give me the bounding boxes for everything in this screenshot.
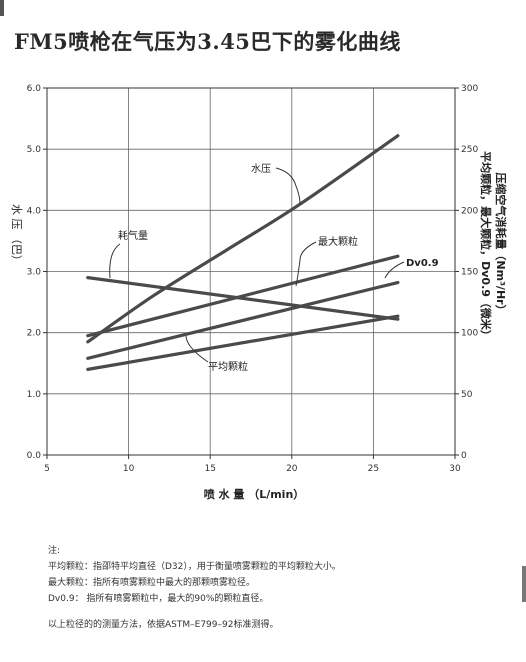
- annotation-label: 平均颗粒: [208, 360, 248, 373]
- y-right-tick-label: 0: [461, 451, 467, 461]
- note-line: 平均颗粒：指邵特平均直径（D32），用于衡量喷雾颗粒的平均颗粒大小。: [48, 562, 341, 572]
- series-line: [86, 280, 400, 360]
- note-line: 最大颗粒：指所有喷雾颗粒中最大的那颗喷雾粒径。: [48, 578, 256, 588]
- y-left-tick-label: 2.0: [27, 329, 42, 339]
- notes: 注: 平均颗粒：指邵特平均直径（D32），用于衡量喷雾颗粒的平均颗粒大小。 最大…: [48, 543, 341, 633]
- y-left-tick-label: 6.0: [27, 84, 42, 94]
- y-left-tick-label: 0.0: [27, 451, 42, 461]
- x-tick-label: 20: [286, 464, 298, 474]
- notes-heading: 注:: [48, 546, 61, 556]
- annotation-leader: [384, 261, 405, 279]
- y-left-tick-label: 3.0: [27, 268, 42, 278]
- series-line: [86, 314, 400, 371]
- x-tick-label: 15: [204, 464, 215, 474]
- notes-footer: 以上粒径的的测量方法，依据ASTM–E799–92标准测得。: [48, 620, 279, 630]
- grid: [47, 88, 455, 455]
- y-right-tick-label: 100: [461, 329, 478, 339]
- x-axis-label: 喷 水 量 （L/min）: [204, 487, 305, 501]
- y-right-tick-label: 50: [461, 390, 473, 400]
- y-left-tick-label: 4.0: [27, 206, 42, 216]
- scrollbar[interactable]: [522, 566, 526, 602]
- corner-mark: [0, 0, 4, 16]
- y-left-tick-label: 1.0: [27, 390, 42, 400]
- annotation-leader: [295, 241, 317, 287]
- y-left-tick-label: 5.0: [27, 145, 42, 155]
- series-lines: [86, 134, 400, 371]
- annotation-label: Dv0.9: [406, 258, 439, 269]
- y-right-tick-label: 200: [461, 206, 478, 216]
- annotation-leader: [275, 167, 301, 205]
- x-tick-label: 30: [449, 464, 461, 474]
- tick-labels: 5 10 15 20 25 30 0.0 1.0 2.0 3.0 4.0 5.0 6.0 0 50 100 15…: [27, 84, 479, 474]
- x-tick-label: 10: [123, 464, 135, 474]
- annotation-leader: [185, 335, 209, 363]
- note-line: Dv0.9： 指所有喷雾颗粒中，最大的90%的颗粒直径。: [48, 594, 269, 604]
- annotation-label: 水压: [251, 163, 271, 175]
- y-right-axis-label-2: 平均颗粒，最大颗粒，Dv0.9（微米）: [479, 151, 493, 341]
- series-line: [86, 254, 400, 338]
- y-right-tick-label: 300: [461, 84, 478, 94]
- annotation-leader: [109, 243, 121, 279]
- chart: 5 10 15 20 25 30 0.0 1.0 2.0 3.0 4.0 5.0 6.0 0 50 100 15…: [10, 84, 508, 501]
- y-right-axis-label-1: 压缩空气消耗量（Nm³/Hr）: [494, 172, 508, 315]
- series-line: [86, 276, 400, 321]
- y-right-tick-label: 150: [461, 268, 478, 278]
- x-tick-label: 25: [368, 464, 379, 474]
- chart-title: FM5喷枪在气压为3.45巴下的雾化曲线: [14, 29, 401, 54]
- x-tick-label: 5: [44, 464, 50, 474]
- y-left-axis-label: 水 压 （巴）: [10, 204, 23, 266]
- annotation-label: 耗气量: [118, 229, 148, 242]
- series-line: [86, 134, 400, 344]
- y-right-tick-label: 250: [461, 145, 478, 155]
- annotation-label: 最大颗粒: [318, 235, 358, 248]
